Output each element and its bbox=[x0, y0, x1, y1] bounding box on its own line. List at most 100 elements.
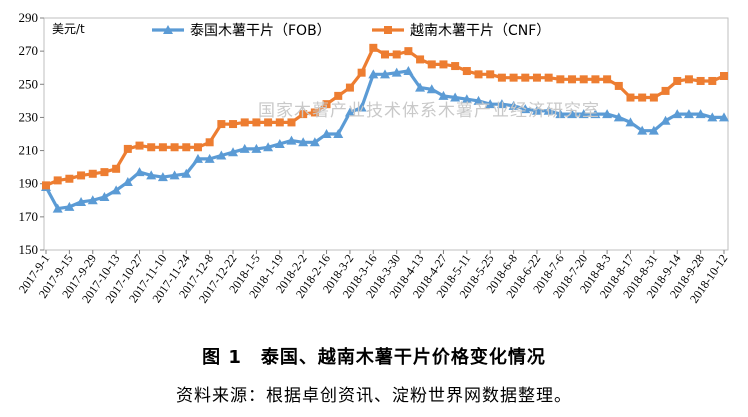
data-point bbox=[473, 95, 484, 105]
y-tick-label: 270 bbox=[19, 43, 39, 58]
data-point bbox=[264, 118, 273, 127]
data-point bbox=[356, 102, 367, 112]
data-point bbox=[122, 177, 133, 187]
data-point bbox=[310, 108, 319, 117]
data-point bbox=[205, 138, 214, 147]
data-point bbox=[169, 170, 180, 180]
y-tick-label: 210 bbox=[19, 143, 39, 158]
data-point bbox=[192, 153, 203, 163]
data-point bbox=[531, 105, 542, 115]
legend-label: 越南木薯干片（CNF） bbox=[410, 23, 550, 39]
data-point bbox=[602, 109, 613, 119]
data-point bbox=[695, 109, 706, 119]
data-point bbox=[333, 129, 344, 138]
data-point bbox=[240, 118, 249, 127]
data-point bbox=[64, 201, 75, 211]
data-point bbox=[649, 93, 658, 102]
series-line bbox=[44, 69, 724, 211]
data-point bbox=[439, 60, 448, 69]
data-point bbox=[579, 75, 588, 84]
data-point bbox=[672, 109, 683, 119]
data-point bbox=[309, 137, 320, 147]
series-2 bbox=[42, 43, 728, 190]
data-point bbox=[369, 43, 378, 52]
data-point bbox=[76, 196, 87, 206]
plot-frame bbox=[43, 17, 729, 251]
data-point bbox=[157, 172, 168, 182]
data-point bbox=[263, 142, 274, 152]
y-tick-label: 230 bbox=[19, 109, 39, 124]
data-point bbox=[438, 90, 449, 100]
data-point bbox=[603, 75, 612, 84]
data-point bbox=[496, 99, 507, 109]
watermark-text: 国家木薯产业技术体系木薯产业经济研究室 bbox=[258, 101, 600, 121]
y-tick-label: 190 bbox=[19, 176, 39, 191]
data-point bbox=[427, 60, 436, 69]
data-point bbox=[696, 76, 705, 85]
data-point bbox=[100, 168, 109, 177]
data-point bbox=[321, 129, 332, 138]
data-point bbox=[217, 120, 226, 129]
data-point bbox=[52, 203, 63, 213]
data-point bbox=[228, 147, 239, 157]
data-point bbox=[543, 105, 554, 115]
data-point bbox=[426, 84, 437, 94]
legend-entry-2: 越南木薯干片（CNF） bbox=[372, 23, 550, 39]
legend-marker bbox=[163, 25, 173, 34]
data-point bbox=[415, 82, 426, 92]
data-point bbox=[661, 86, 670, 95]
data-point bbox=[88, 169, 97, 178]
data-point bbox=[626, 93, 635, 102]
data-point bbox=[485, 99, 496, 109]
data-point bbox=[497, 73, 506, 82]
data-point bbox=[684, 75, 693, 84]
data-point bbox=[578, 109, 589, 119]
data-point bbox=[357, 68, 366, 77]
data-point bbox=[648, 125, 659, 135]
data-point bbox=[461, 94, 472, 104]
data-point bbox=[239, 143, 250, 153]
data-point bbox=[65, 174, 74, 183]
data-point bbox=[170, 143, 179, 152]
data-point bbox=[299, 110, 308, 119]
data-point bbox=[42, 181, 50, 190]
legend-entry-1: 泰国木薯干片（FOB） bbox=[152, 23, 331, 39]
data-point bbox=[683, 109, 694, 119]
data-point bbox=[77, 171, 86, 180]
data-point bbox=[625, 117, 636, 127]
data-point bbox=[532, 73, 541, 82]
data-point bbox=[509, 73, 518, 82]
data-point bbox=[181, 168, 192, 178]
data-point bbox=[404, 47, 413, 56]
figure-source: 资料来源：根据卓创资讯、淀粉世界网数据整理。 bbox=[176, 386, 572, 406]
data-point bbox=[637, 125, 648, 135]
data-point bbox=[520, 104, 531, 114]
data-point bbox=[720, 72, 728, 80]
data-point bbox=[344, 107, 355, 117]
data-point bbox=[660, 115, 671, 125]
line-chart: 1501701902102302502702902017-9-12017-9-1… bbox=[16, 10, 731, 306]
data-point bbox=[392, 50, 401, 59]
data-point bbox=[87, 195, 98, 205]
data-point bbox=[287, 118, 296, 127]
data-point bbox=[274, 138, 285, 148]
data-point bbox=[486, 70, 495, 79]
data-point bbox=[334, 91, 343, 100]
data-point bbox=[508, 100, 519, 110]
data-point bbox=[112, 164, 121, 173]
data-point bbox=[474, 70, 483, 79]
data-point bbox=[134, 167, 145, 177]
data-point bbox=[555, 109, 566, 119]
data-point bbox=[111, 185, 122, 195]
data-point bbox=[275, 118, 284, 127]
data-point bbox=[613, 112, 624, 122]
data-point bbox=[707, 112, 718, 122]
data-point bbox=[403, 66, 414, 76]
data-point bbox=[673, 76, 682, 85]
data-point bbox=[53, 176, 62, 185]
y-tick-label: 290 bbox=[19, 10, 39, 25]
data-point bbox=[708, 76, 717, 85]
data-point bbox=[229, 120, 238, 129]
data-point bbox=[416, 55, 425, 64]
data-point bbox=[286, 135, 297, 145]
